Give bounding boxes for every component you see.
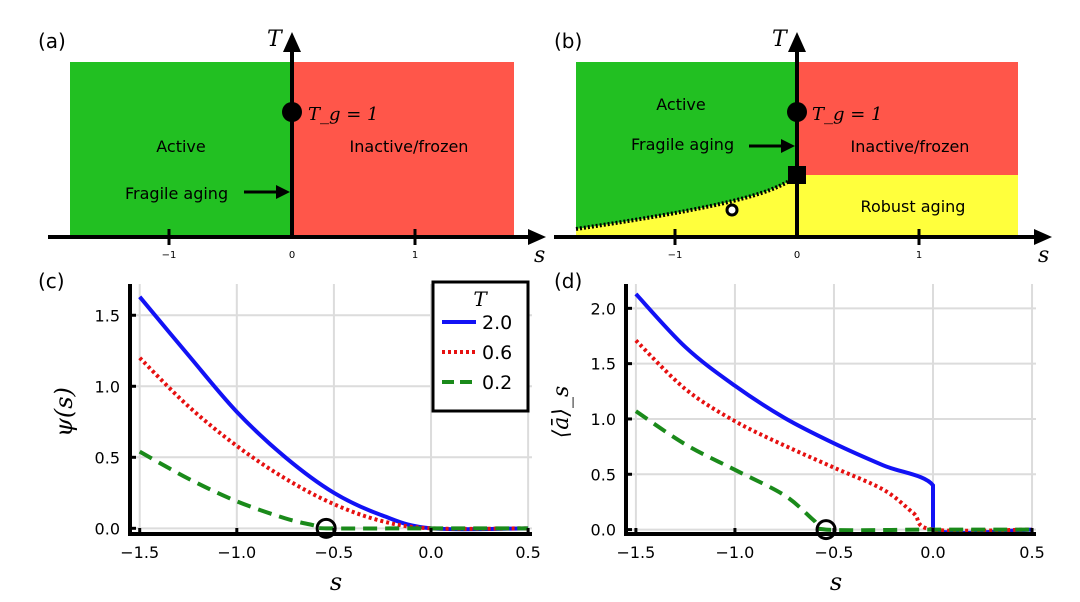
region-inactive (797, 62, 1018, 175)
y-tick-label: 1.0 (95, 377, 120, 396)
x-tick-label: −1.5 (616, 543, 655, 562)
x-tick-label: 0 (794, 250, 800, 261)
panel-b-label: (b) (554, 29, 582, 53)
legend-entry-0-2: 0.2 (482, 372, 512, 394)
region-label-robust-aging: Robust aging (861, 197, 966, 216)
y-axis-arrow (788, 32, 806, 52)
x-tick-label: −0.5 (314, 543, 353, 562)
region-robust-aging-left (576, 175, 797, 237)
x-tick-label: 0.5 (1019, 543, 1044, 562)
x-axis-label: s (1038, 243, 1049, 268)
legend: T 2.0 0.6 0.2 (431, 280, 530, 413)
x-tick-label: −1.5 (120, 543, 159, 562)
panel-a-label: (a) (38, 29, 66, 53)
legend-title: T (473, 287, 488, 311)
legend-entry-0-6: 0.6 (482, 342, 512, 364)
region-active (70, 62, 292, 237)
fragile-arrow-head (276, 185, 290, 199)
region-label-active: Active (156, 137, 206, 156)
y-tick-label: 1.5 (95, 306, 120, 325)
x-tick-label: −1 (162, 250, 177, 261)
grid (626, 284, 1036, 534)
panel-d-label: (d) (554, 269, 582, 293)
phase-boundary (575, 173, 799, 231)
fragile-aging-label: Fragile aging (125, 184, 228, 203)
panel-b: (b) −1 0 1 s T T_g = 1 Active Inactive/f… (554, 27, 1052, 268)
y-tick-label: 0.5 (591, 465, 616, 484)
region-label-inactive: Inactive/frozen (851, 137, 970, 156)
y-axis-label: T (267, 27, 284, 52)
panel-a: (a) −1 0 1 s T T_g = 1 Active Inactive/f… (38, 27, 546, 268)
x-axis-arrow (528, 229, 546, 245)
y-tick-label: 1.5 (591, 355, 616, 374)
x-tick-label: 1 (916, 250, 922, 261)
panel-d: (d) −1.5 −1.0 −0.5 0.0 0.50.00.51.01.52.0 s … (549, 269, 1045, 596)
x-tick-label: 0 (289, 250, 295, 261)
open-circle-marker (725, 203, 739, 217)
x-tick-label: 0.0 (418, 543, 443, 562)
x-axis-label: s (534, 243, 545, 268)
legend-entry-2-0: 2.0 (482, 312, 512, 334)
tg-point (787, 102, 807, 122)
x-tick-label: 0.5 (515, 543, 540, 562)
x-axis-label: s (330, 568, 342, 596)
fragile-arrow-head (781, 139, 795, 153)
panel-c-label: (c) (38, 269, 65, 293)
y-tick-label: 0.0 (95, 519, 120, 538)
x-axis-arrow (1034, 229, 1052, 245)
y-axis-label: T (772, 27, 789, 52)
y-axis-label: ⟨ā⟩_s (549, 386, 574, 439)
x-tick-label: −0.5 (815, 543, 854, 562)
x-axis-label: s (830, 568, 842, 596)
region-label-inactive: Inactive/frozen (350, 137, 469, 156)
x-tick-label: −1.0 (716, 543, 755, 562)
legend-box (431, 280, 530, 413)
x-tick-label: −1 (668, 250, 683, 261)
fragile-aging-label: Fragile aging (631, 135, 734, 154)
tg-point (282, 102, 302, 122)
region-robust-aging (797, 175, 1018, 237)
ticks: −1.5 −1.0 −0.5 0.0 0.5 0.0 0.5 1.0 1.5 (95, 306, 541, 562)
panel-c: (c) −1.5 −1.0 −0.5 0.0 0.5 0.0 0.5 1.0 1.5 s ψ(s… (38, 269, 541, 596)
region-label-active: Active (656, 95, 706, 114)
x-tick-label: −1.0 (217, 543, 256, 562)
x-tick-label: 1 (412, 250, 418, 261)
y-tick-label: 0.5 (95, 448, 120, 467)
y-tick-label: 2.0 (591, 299, 616, 318)
y-axis-label: ψ(s) (50, 387, 78, 437)
ticks: −1.5 −1.0 −0.5 0.0 0.5 0.0 0.5 1.0 1.5 2.0 (591, 299, 1045, 562)
tg-label: T_g = 1 (812, 104, 883, 125)
y-tick-label: 0.0 (591, 521, 616, 540)
square-marker (788, 166, 806, 184)
x-tick-label: 0.0 (920, 543, 945, 562)
y-axis-arrow (283, 32, 301, 52)
region-inactive (292, 62, 514, 237)
y-tick-label: 1.0 (591, 410, 616, 429)
tg-label: T_g = 1 (308, 104, 379, 125)
